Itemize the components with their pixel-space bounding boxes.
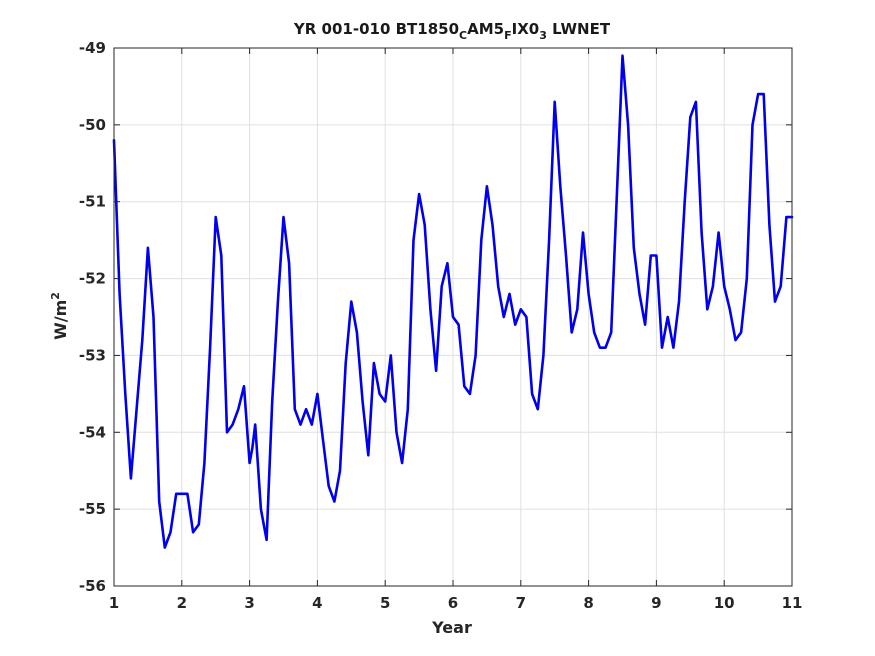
y-tick-labels: -56 -55 -54 -53 -52 -51 -50 -49 xyxy=(79,39,106,595)
y-tick-label: -49 xyxy=(79,39,106,57)
x-tick-label: 2 xyxy=(177,594,187,612)
x-tick-label: 1 xyxy=(109,594,119,612)
y-tick-label: -53 xyxy=(79,346,106,364)
ticks xyxy=(113,47,793,587)
x-axis-label: Year xyxy=(431,618,472,637)
series-lines xyxy=(112,54,794,549)
x-tick-label: 10 xyxy=(714,594,735,612)
x-tick-label: 7 xyxy=(516,594,526,612)
series-line-1 xyxy=(112,54,794,549)
x-tick-label: 9 xyxy=(651,594,661,612)
x-tick-labels: 1 2 3 4 5 6 7 8 9 10 11 xyxy=(109,594,803,612)
x-tick-label: 3 xyxy=(244,594,254,612)
x-tick-label: 11 xyxy=(782,594,803,612)
y-tick-label: -56 xyxy=(79,577,106,595)
y-tick-label: -50 xyxy=(79,116,106,134)
x-tick-label: 8 xyxy=(583,594,593,612)
y-tick-label: -52 xyxy=(79,270,106,288)
grid xyxy=(113,47,793,587)
y-tick-label: -55 xyxy=(79,500,106,518)
y-tick-label: -54 xyxy=(79,423,106,441)
x-tick-label: 6 xyxy=(448,594,458,612)
y-tick-label: -51 xyxy=(79,193,106,211)
y-axis-label: W/m2 xyxy=(49,292,70,340)
x-tick-label: 5 xyxy=(380,594,390,612)
chart-title: YR 001-010 BT1850CAM5FIX03 LWNET xyxy=(293,20,611,42)
x-tick-label: 4 xyxy=(312,594,322,612)
